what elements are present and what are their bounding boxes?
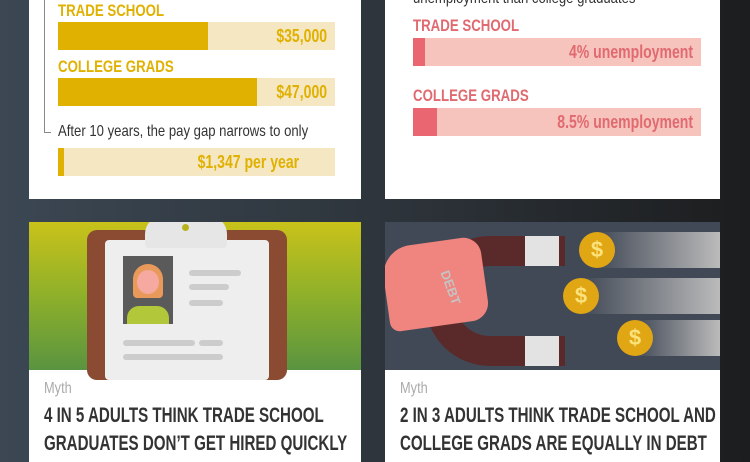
bar-fill	[413, 108, 438, 136]
myth-title-line1: 4 IN 5 ADULTS THINK TRADE SCHOOL	[44, 404, 324, 427]
pay-gap-note: After 10 years, the pay gap narrows to o…	[58, 123, 309, 140]
trade-school-label: TRADE SCHOOL	[58, 1, 165, 20]
clipboard-illustration	[29, 222, 361, 380]
bar-fill	[58, 78, 258, 106]
myth-card-debt[interactable]: DEBT $ $ $ Myth 2 IN 3 ADULTS THINK TRAD…	[385, 222, 720, 462]
trade-salary-bar: $35,000	[58, 22, 335, 50]
bar-fill	[58, 148, 64, 176]
bar-fill	[58, 22, 208, 50]
bracket-line	[44, 0, 51, 133]
college-salary-bar: $47,000	[58, 78, 335, 106]
salary-card: TRADE SCHOOL $35,000 COLLEGE GRADS $47,0…	[29, 0, 361, 199]
unemployment-intro: unemployment than college graduates	[413, 0, 635, 8]
coin-icon: $	[579, 232, 615, 268]
college-grads-label: COLLEGE GRADS	[413, 86, 529, 105]
pay-gap-bar: $1,347 per year	[58, 148, 335, 176]
myth-title-line2: COLLEGE GRADS ARE EQUALLY IN DEBT	[400, 432, 707, 455]
coin-icon: $	[617, 320, 653, 356]
photo-avatar-icon	[123, 256, 173, 324]
myth-tag: Myth	[400, 380, 428, 397]
myth-title-line2: GRADUATES DON’T GET HIRED QUICKLY	[44, 432, 348, 455]
unemployment-card: unemployment than college graduates TRAD…	[385, 0, 720, 199]
college-grads-label: COLLEGE GRADS	[58, 57, 174, 76]
coin-icon: $	[563, 278, 599, 314]
myth-card-hiring[interactable]: Myth 4 IN 5 ADULTS THINK TRADE SCHOOL GR…	[29, 222, 361, 462]
hand-shape	[385, 235, 491, 333]
trade-unemployment-bar: 4% unemployment	[413, 38, 701, 66]
bar-fill	[413, 38, 425, 66]
magnet-illustration: DEBT $ $ $	[385, 222, 720, 370]
myth-tag: Myth	[44, 380, 72, 397]
college-unemployment-bar: 8.5% unemployment	[413, 108, 701, 136]
trade-school-label: TRADE SCHOOL	[413, 16, 520, 35]
myth-title-line1: 2 IN 3 ADULTS THINK TRADE SCHOOL AND	[400, 404, 716, 427]
